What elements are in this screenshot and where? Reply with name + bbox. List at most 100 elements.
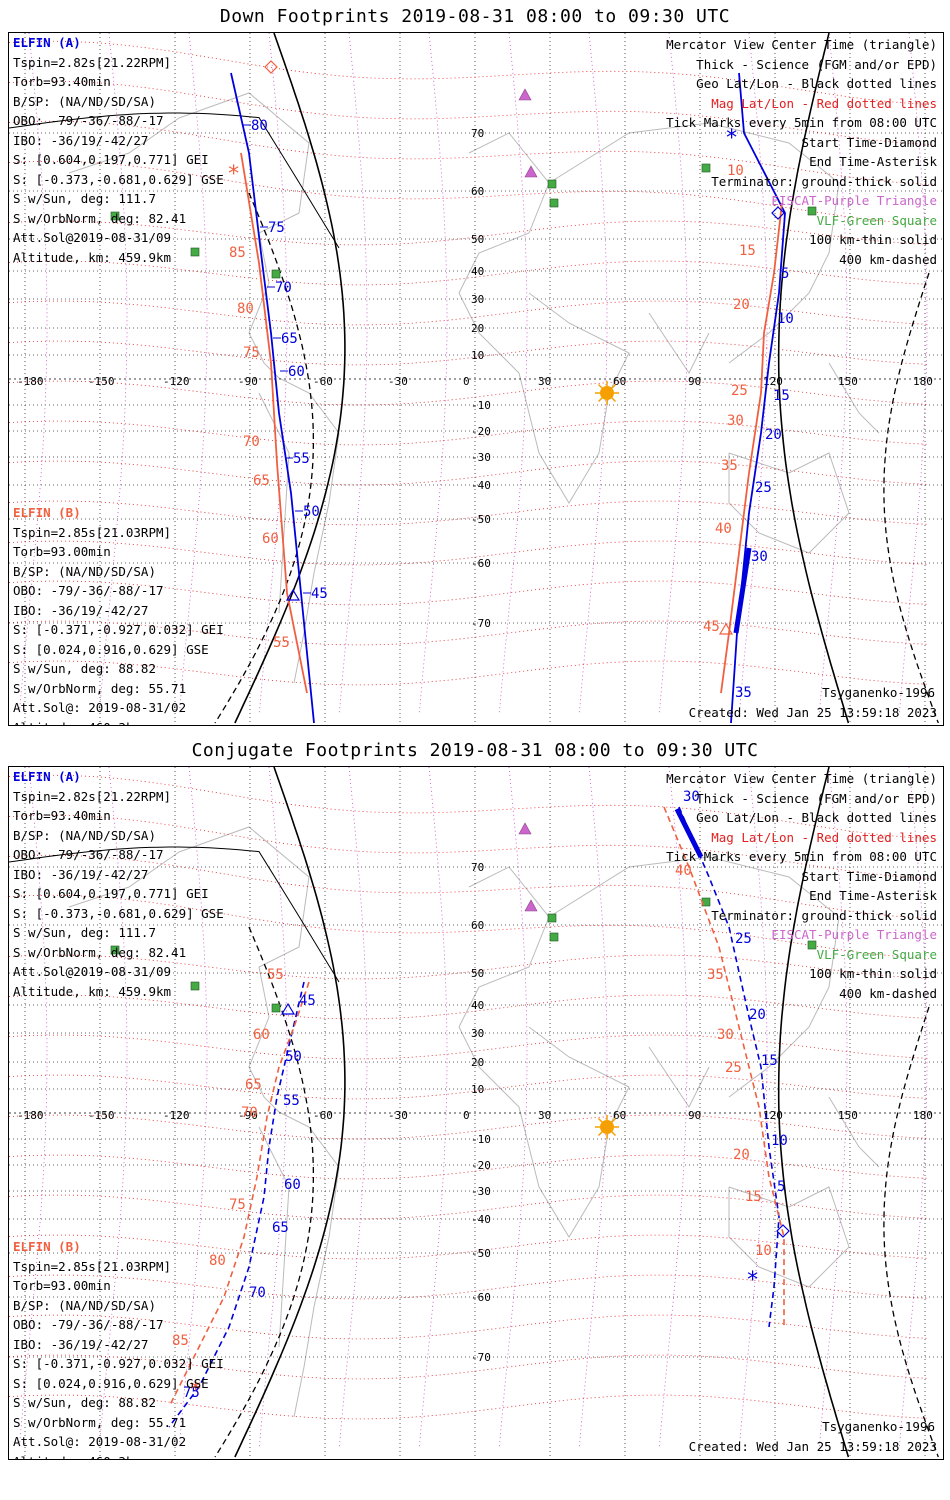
legend-item: 400 km-dashed bbox=[839, 251, 937, 267]
elfin-b-line: S w/Sun, deg: 88.82 bbox=[13, 1395, 156, 1410]
mag-parallel bbox=[9, 420, 930, 446]
lon-label: 60 bbox=[613, 1109, 626, 1122]
vlf-square bbox=[547, 179, 557, 189]
lon-label: 90 bbox=[688, 375, 701, 388]
track-label: 60 bbox=[284, 1177, 301, 1193]
sun-ray bbox=[611, 1117, 617, 1123]
lat-label: -30 bbox=[471, 451, 491, 464]
terminator-400km-east bbox=[883, 272, 939, 724]
terminator-north-arc bbox=[9, 846, 340, 983]
mag-meridian bbox=[419, 33, 448, 714]
legend-item: EISCAT-Purple Triangle bbox=[771, 193, 937, 208]
elfin-b-track-east bbox=[663, 806, 785, 1327]
india-coast bbox=[648, 312, 710, 374]
legend: Mercator View Center Time (triangle) Thic… bbox=[666, 35, 937, 269]
lat-label: -20 bbox=[471, 1159, 491, 1172]
track-label: 85 bbox=[172, 1333, 189, 1349]
panel-title-down: Down Footprints 2019-08-31 08:00 to 09:3… bbox=[219, 6, 731, 27]
track-label: 30 bbox=[717, 1027, 734, 1043]
elfin-b-line: OBO: -79/-36/-88/-17 bbox=[13, 583, 164, 598]
elfin-a-science-segment bbox=[733, 547, 752, 634]
lon-label: -120 bbox=[163, 375, 190, 388]
sun-ray bbox=[611, 397, 617, 403]
lat-label: -10 bbox=[471, 399, 491, 412]
legend-item: VLF-Green Square bbox=[816, 212, 937, 228]
mag-parallel bbox=[9, 1194, 930, 1220]
lon-label: 0 bbox=[463, 1109, 470, 1122]
elfin-a-info: ELFIN (A) Tspin=2.82s[21.22RPM] Torb=93.40… bbox=[13, 33, 224, 267]
mag-meridian bbox=[179, 767, 208, 1448]
elfin-b-line: S: [0.024,0.916,0.629] GSE bbox=[13, 641, 209, 657]
track-label: 25 bbox=[725, 1060, 742, 1076]
elfin-a-title: ELFIN (A) bbox=[13, 769, 81, 784]
elfin-b-line: S w/Sun, deg: 88.82 bbox=[13, 661, 156, 676]
mag-meridian bbox=[19, 33, 48, 714]
panel-title-conjugate: Conjugate Footprints 2019-08-31 08:00 to… bbox=[191, 740, 759, 761]
elfin-b-line: Altitude: 460.3km bbox=[13, 1452, 224, 1460]
mag-meridian bbox=[179, 33, 208, 714]
track-label: 50 bbox=[285, 1049, 302, 1065]
legend-item: Start Time-Diamond bbox=[801, 868, 937, 884]
elfin-a-line: B/SP: (NA/ND/SD/SA) bbox=[13, 93, 156, 109]
legend-item: Thick - Science (FGM and/or EPD) bbox=[696, 790, 937, 806]
indonesia-coast bbox=[828, 362, 880, 434]
lat-label: 70 bbox=[471, 127, 484, 140]
lon-label: 150 bbox=[838, 1109, 858, 1122]
track-label: 10 bbox=[727, 163, 744, 179]
elfin-a-line: B/SP: (NA/ND/SD/SA) bbox=[13, 827, 156, 843]
track-label: 5 bbox=[777, 1179, 785, 1195]
vlf-square bbox=[110, 945, 120, 955]
track-label: 60 bbox=[288, 364, 305, 380]
legend-item: 100 km-thin solid bbox=[809, 232, 937, 247]
lat-label: 20 bbox=[471, 322, 484, 335]
lon-label: 30 bbox=[538, 375, 551, 388]
lat-label: -50 bbox=[471, 1247, 491, 1260]
elfin-b-line: Att.Sol@: 2019-08-31/02 bbox=[13, 1434, 187, 1449]
legend-item: Mercator View Center Time (triangle) bbox=[666, 37, 937, 52]
lon-label: 120 bbox=[763, 1109, 783, 1122]
track-label: 80 bbox=[251, 118, 268, 134]
mag-meridian bbox=[339, 33, 368, 714]
elfin-b-track-east bbox=[720, 202, 783, 694]
lon-label: -30 bbox=[388, 1109, 408, 1122]
terminator-400km-west bbox=[214, 926, 315, 1458]
mag-meridian bbox=[99, 33, 128, 714]
lat-label: -60 bbox=[471, 557, 491, 570]
track-label: 60 bbox=[262, 531, 279, 547]
south-america-west-coast bbox=[258, 1126, 290, 1348]
track-label: 75 bbox=[229, 1197, 246, 1213]
eiscat-triangle bbox=[524, 899, 538, 912]
terminator-400km-west bbox=[214, 192, 315, 724]
track-label: 60 bbox=[253, 1027, 270, 1043]
europe-coast bbox=[458, 866, 550, 1028]
mag-meridian bbox=[579, 767, 608, 1448]
track-label: 15 bbox=[773, 388, 790, 404]
lon-label: 180 bbox=[913, 1109, 933, 1122]
mag-meridian bbox=[739, 767, 768, 1448]
elfin-b-line: S: [0.024,0.916,0.629] GSE bbox=[13, 1375, 209, 1391]
lat-label: 40 bbox=[471, 265, 484, 278]
track-label: 35 bbox=[735, 685, 752, 701]
lat-label: 10 bbox=[471, 349, 484, 362]
lat-label: -70 bbox=[471, 1351, 491, 1364]
track-label: 15 bbox=[745, 1189, 762, 1205]
alaska-coast bbox=[68, 117, 180, 174]
end-asterisk-a: * bbox=[725, 126, 738, 151]
elfin-b-line: S: [-0.371,-0.927,0.032] GEI bbox=[13, 1356, 224, 1371]
vlf-square bbox=[547, 913, 557, 923]
legend-item: Mag Lat/Lon - Red dotted lines bbox=[711, 829, 937, 845]
lon-label: -180 bbox=[17, 375, 44, 388]
track-label: 45 bbox=[311, 586, 328, 602]
north-america-coast bbox=[178, 826, 310, 1113]
track-label: 20 bbox=[733, 297, 750, 313]
elfin-b-line: Att.Sol@: 2019-08-31/02 bbox=[13, 700, 187, 715]
mag-meridian bbox=[819, 33, 848, 714]
track-label: 15 bbox=[761, 1053, 778, 1069]
elfin-a-line: OBO: -79/-36/-88/-17 bbox=[13, 113, 164, 128]
mag-parallel bbox=[9, 340, 930, 366]
lon-label: -150 bbox=[88, 375, 115, 388]
lat-label: 70 bbox=[471, 861, 484, 874]
elfin-a-line: S: [-0.373,-0.681,0.629] GSE bbox=[13, 905, 224, 921]
lon-label: 180 bbox=[913, 375, 933, 388]
lon-label: -90 bbox=[238, 1109, 258, 1122]
